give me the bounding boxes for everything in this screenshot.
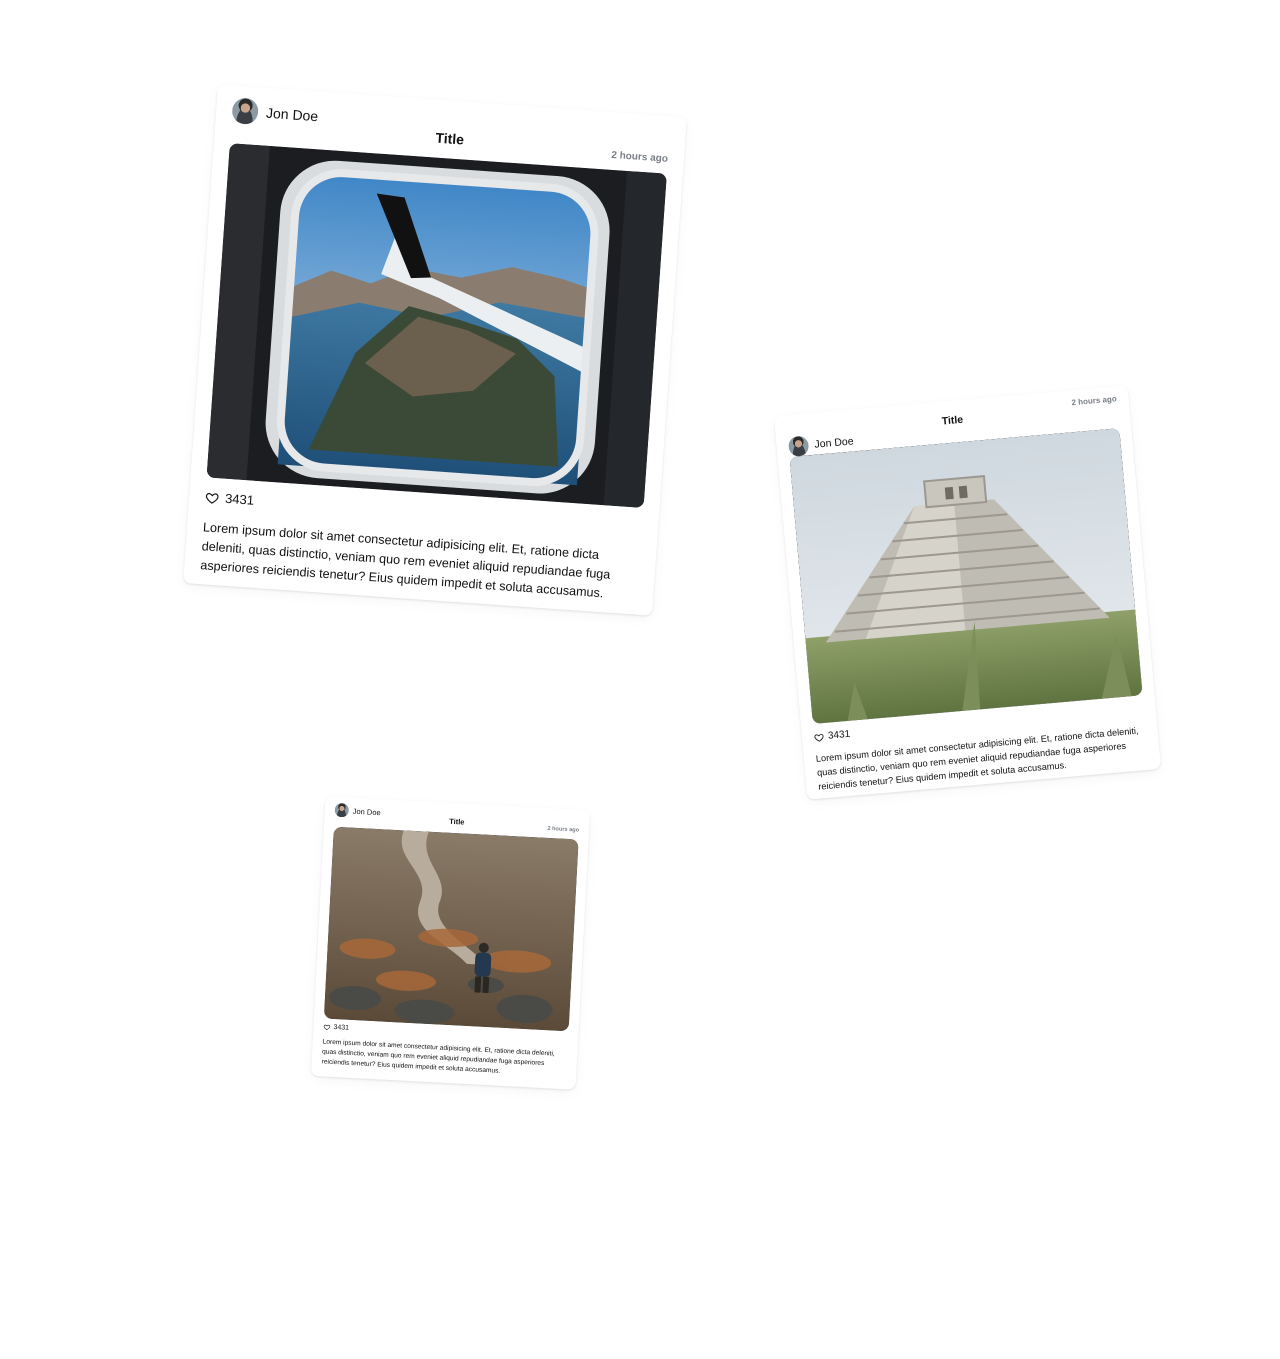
hiker-photo [323, 826, 579, 1032]
post-photo[interactable] [323, 826, 579, 1032]
post-photo[interactable] [206, 143, 667, 508]
heart-icon[interactable] [323, 1023, 331, 1031]
airplane-window-photo [206, 143, 667, 508]
like-row[interactable]: 3431 [323, 1023, 568, 1043]
heart-icon[interactable] [814, 732, 825, 743]
heart-icon[interactable] [205, 490, 220, 505]
post-timestamp: 2 hours ago [547, 825, 580, 834]
post-photo[interactable] [789, 428, 1143, 724]
like-row[interactable]: 3431 [814, 703, 1145, 743]
post-caption: Lorem ipsum dolor sit amet consectetur a… [199, 520, 611, 601]
post-caption: Lorem ipsum dolor sit amet consectetur a… [321, 1038, 555, 1075]
post-card: Jon Doe Title 2 hours ago [183, 84, 687, 616]
post-card: Jon Doe Title 2 hours ago [310, 796, 591, 1090]
like-count: 3431 [827, 728, 851, 742]
like-count: 3431 [224, 490, 255, 508]
post-card: Jon Doe Title 2 hours ago [773, 385, 1162, 800]
pyramid-photo [789, 428, 1143, 724]
like-row[interactable]: 3431 [205, 489, 643, 535]
like-count: 3431 [333, 1023, 350, 1032]
